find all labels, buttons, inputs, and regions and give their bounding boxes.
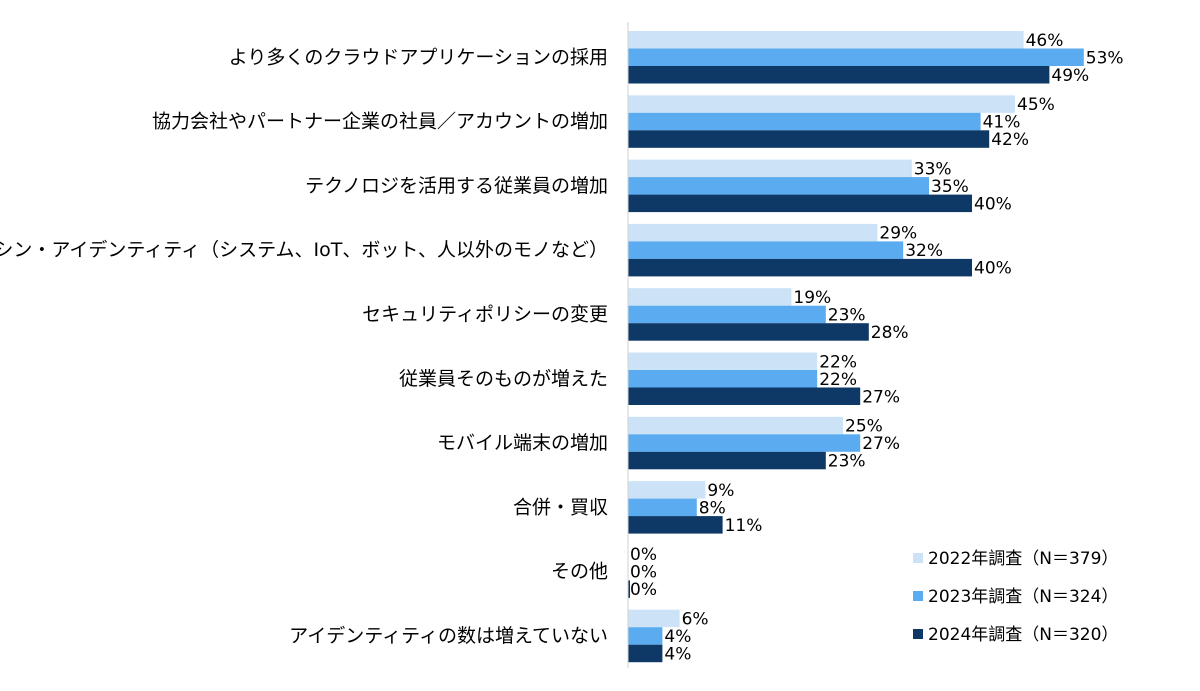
category-labels: より多くのクラウドアプリケーションの採用協力会社やパートナー企業の社員／アカウン…	[0, 46, 608, 647]
bar	[628, 323, 869, 341]
category-label: マシン・アイデンティティ（システム、IoT、ボット、人以外のモノなど）	[0, 239, 608, 261]
data-label: 0%	[630, 580, 657, 600]
data-label: 9%	[707, 481, 734, 501]
bar	[628, 241, 904, 259]
data-label: 22%	[819, 370, 857, 390]
category-label: 合併・買収	[513, 496, 608, 518]
category-label: セキュリティポリシーの変更	[362, 303, 608, 325]
bar	[628, 644, 663, 663]
data-label: 53%	[1086, 48, 1124, 68]
category-label: アイデンティティの数は増えていない	[289, 625, 608, 647]
data-label: 40%	[974, 194, 1012, 214]
bar	[628, 580, 630, 598]
data-label: 27%	[862, 434, 900, 454]
data-label: 23%	[828, 452, 866, 472]
bars	[628, 31, 1084, 663]
category-label: 従業員そのものが増えた	[399, 368, 608, 390]
category-label: モバイル端末の増加	[437, 432, 608, 454]
data-label: 28%	[871, 323, 909, 343]
bar	[628, 177, 929, 195]
bar	[628, 370, 818, 388]
data-label: 27%	[862, 387, 900, 407]
bar	[628, 130, 990, 148]
bar	[628, 258, 972, 277]
bar	[628, 66, 1050, 84]
category-label: 協力会社やパートナー企業の社員／アカウントの増加	[152, 111, 608, 133]
value-labels: 46%53%49%45%41%42%33%35%40%29%32%40%19%2…	[630, 31, 1124, 665]
category-label: テクノロジを活用する従業員の増加	[305, 175, 608, 197]
data-label: 35%	[931, 177, 969, 197]
data-label: 40%	[974, 259, 1012, 279]
bar	[628, 481, 706, 499]
legend: 2022年調査（N＝379） 2023年調査（N＝324） 2024年調査（N＝32…	[913, 549, 1118, 645]
data-label: 41%	[983, 113, 1021, 133]
legend-label: 2024年調査（N＝320）	[928, 625, 1118, 645]
data-label: 32%	[905, 241, 943, 261]
data-label: 0%	[630, 545, 657, 565]
category-label: より多くのクラウドアプリケーションの採用	[229, 46, 608, 68]
data-label: 49%	[1051, 66, 1089, 86]
legend-swatch	[913, 591, 923, 601]
data-label: 11%	[725, 516, 763, 536]
data-label: 46%	[1026, 31, 1064, 51]
bar	[628, 95, 1015, 113]
legend-swatch	[913, 553, 923, 563]
category-label: その他	[551, 561, 608, 583]
bar	[628, 387, 861, 405]
legend-swatch	[913, 629, 923, 639]
data-label: 23%	[828, 305, 866, 325]
legend-label: 2023年調査（N＝324）	[928, 587, 1118, 607]
bar	[628, 112, 981, 131]
bar	[628, 31, 1024, 49]
data-label: 6%	[682, 609, 709, 629]
bar	[628, 305, 826, 324]
data-label: 0%	[630, 563, 657, 583]
bar	[628, 288, 792, 306]
data-label: 4%	[664, 627, 691, 647]
data-label: 45%	[1017, 95, 1055, 115]
bar	[628, 498, 697, 517]
bar	[628, 352, 818, 370]
legend-label: 2022年調査（N＝379）	[928, 549, 1118, 569]
data-label: 29%	[879, 224, 917, 244]
data-label: 33%	[914, 159, 952, 179]
bar	[628, 627, 663, 645]
data-label: 42%	[991, 130, 1029, 150]
bar	[628, 516, 723, 534]
data-label: 4%	[664, 644, 691, 664]
bar	[628, 223, 878, 242]
bar	[628, 451, 826, 470]
bar	[628, 434, 861, 452]
data-label: 22%	[819, 352, 857, 372]
bar	[628, 609, 680, 628]
bar	[628, 416, 843, 435]
data-label: 19%	[793, 288, 831, 308]
bar	[628, 194, 972, 213]
data-label: 25%	[845, 417, 883, 437]
data-label: 8%	[699, 498, 726, 518]
bar	[628, 48, 1084, 66]
bar	[628, 159, 912, 178]
